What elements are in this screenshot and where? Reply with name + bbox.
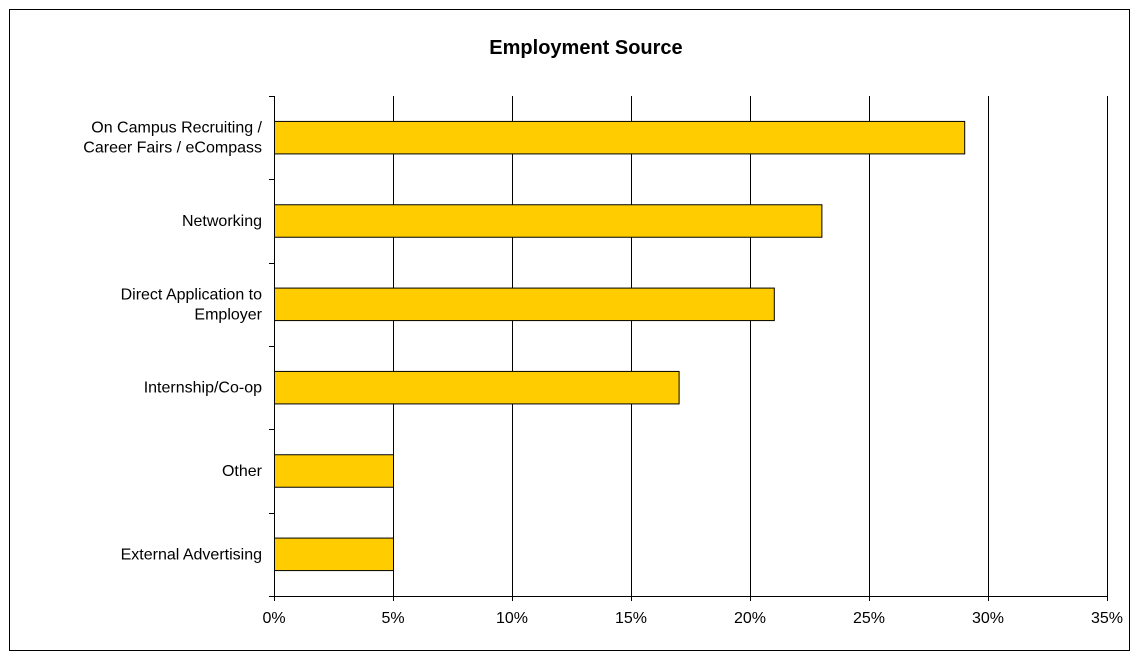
x-tick-labels: 0% 5% 10% 15% 20% 25% 30% 35% — [262, 610, 1123, 627]
chart-title: Employment Source — [489, 37, 682, 59]
category-label: Career Fairs / eCompass — [83, 140, 262, 157]
category-label: On Campus Recruiting / — [91, 120, 262, 137]
x-tick-label: 10% — [496, 610, 528, 627]
category-label: Networking — [182, 213, 262, 230]
category-label: Employer — [194, 306, 262, 323]
bar — [274, 204, 823, 238]
category-label: Direct Application to — [121, 286, 263, 303]
x-tick-label: 35% — [1091, 610, 1123, 627]
bar — [274, 454, 394, 488]
bar — [274, 370, 680, 405]
x-tick-label: 20% — [734, 610, 766, 627]
category-label: Other — [222, 463, 263, 480]
x-tick-label: 15% — [615, 610, 647, 627]
bars — [274, 120, 966, 572]
chart-svg: Employment Source 0% 5% 10% 15% 20% 25% 30% 35%… — [83, 37, 1123, 627]
x-tick-label: 30% — [972, 610, 1004, 627]
category-label: External Advertising — [121, 546, 262, 563]
x-tick-label: 5% — [381, 610, 404, 627]
axes — [269, 96, 1108, 601]
x-tick-label: 0% — [262, 610, 285, 627]
category-label: Internship/Co-op — [144, 380, 262, 397]
gridlines — [393, 96, 1108, 596]
bar — [274, 120, 966, 155]
bar — [274, 287, 775, 322]
category-labels: On Campus Recruiting / Career Fairs / eCo… — [83, 120, 262, 564]
x-tick-label: 25% — [853, 610, 885, 627]
bar — [274, 537, 394, 572]
chart-frame: Employment Source 0% 5% 10% 15% 20% 25% 30% 35%… — [9, 9, 1130, 651]
